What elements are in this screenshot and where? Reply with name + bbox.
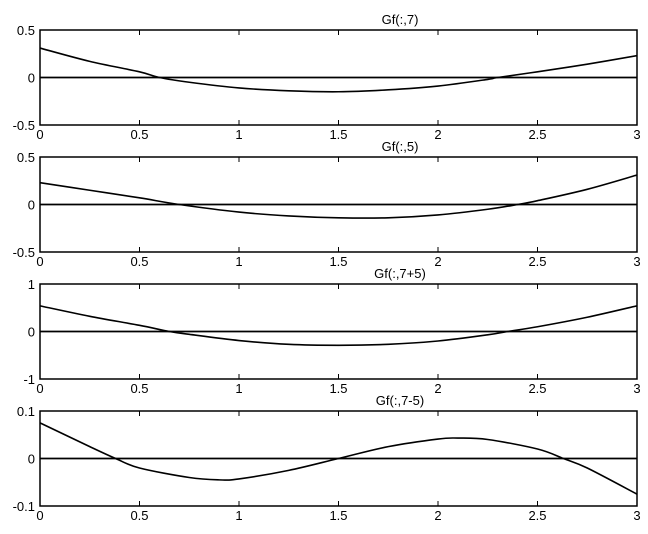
x-tick-label: 3 — [633, 127, 640, 142]
x-tick-label: 2 — [434, 381, 441, 396]
x-tick-label: 1.5 — [329, 381, 347, 396]
y-tick-label: 0.1 — [17, 404, 35, 419]
x-tick-label: 2 — [434, 254, 441, 269]
series-line — [39, 47, 638, 93]
y-tick-label: -0.5 — [13, 118, 35, 133]
subplot-2: Gf(:,5)0 0.5 1 1.5 2 2.5 3-0.500.5 — [13, 139, 641, 269]
x-tick-label: 1.5 — [329, 127, 347, 142]
y-tick-label: -1 — [23, 372, 35, 387]
x-tick-label: 0.5 — [130, 381, 148, 396]
x-tick-label: 0 — [36, 381, 43, 396]
subplot-3: Gf(:,7+5)0 0.5 1 1.5 2 2.5 3-101 — [23, 266, 640, 396]
y-tick-label: 0 — [28, 325, 35, 340]
x-tick-label: 0 — [36, 508, 43, 523]
x-tick-label: 2 — [434, 127, 441, 142]
x-tick-label: 0.5 — [130, 254, 148, 269]
x-tick-label: 0 — [36, 127, 43, 142]
x-tick-label: 1.5 — [329, 508, 347, 523]
x-tick-label: 0.5 — [130, 508, 148, 523]
y-tick-label: 0 — [28, 198, 35, 213]
series-line — [39, 422, 638, 495]
subplot-1: Gf(:,7)0 0.5 1 1.5 2 2.5 3-0.500.5 — [13, 12, 641, 142]
x-tick-label: 1 — [235, 254, 242, 269]
y-tick-label: -0.1 — [13, 499, 35, 514]
subplot-title: Gf(:,7+5) — [374, 266, 426, 281]
subplot-title: Gf(:,7-5) — [376, 393, 424, 408]
series-line — [39, 174, 638, 219]
subplot-title: Gf(:,5) — [382, 139, 419, 154]
x-tick-label: 0 — [36, 254, 43, 269]
subplot-4: Gf(:,7-5)0 0.5 1 1.5 2 2.5 3-0.100.1 — [13, 393, 641, 523]
x-tick-label: 3 — [633, 254, 640, 269]
y-tick-label: 0 — [28, 71, 35, 86]
y-tick-label: 0 — [28, 452, 35, 467]
x-tick-label: 1 — [235, 381, 242, 396]
x-tick-label: 1 — [235, 508, 242, 523]
y-tick-label: 1 — [28, 277, 35, 292]
x-tick-label: 2.5 — [528, 508, 546, 523]
y-tick-label: 0.5 — [17, 23, 35, 38]
y-tick-label: 0.5 — [17, 150, 35, 165]
x-tick-label: 0.5 — [130, 127, 148, 142]
x-tick-label: 1 — [235, 127, 242, 142]
x-tick-label: 2.5 — [528, 127, 546, 142]
x-tick-label: 1.5 — [329, 254, 347, 269]
y-tick-label: -0.5 — [13, 245, 35, 260]
x-tick-label: 2 — [434, 508, 441, 523]
x-tick-label: 3 — [633, 381, 640, 396]
series-line — [39, 305, 638, 347]
x-tick-label: 3 — [633, 508, 640, 523]
x-tick-label: 2.5 — [528, 381, 546, 396]
x-tick-label: 2.5 — [528, 254, 546, 269]
subplot-title: Gf(:,7) — [382, 12, 419, 27]
